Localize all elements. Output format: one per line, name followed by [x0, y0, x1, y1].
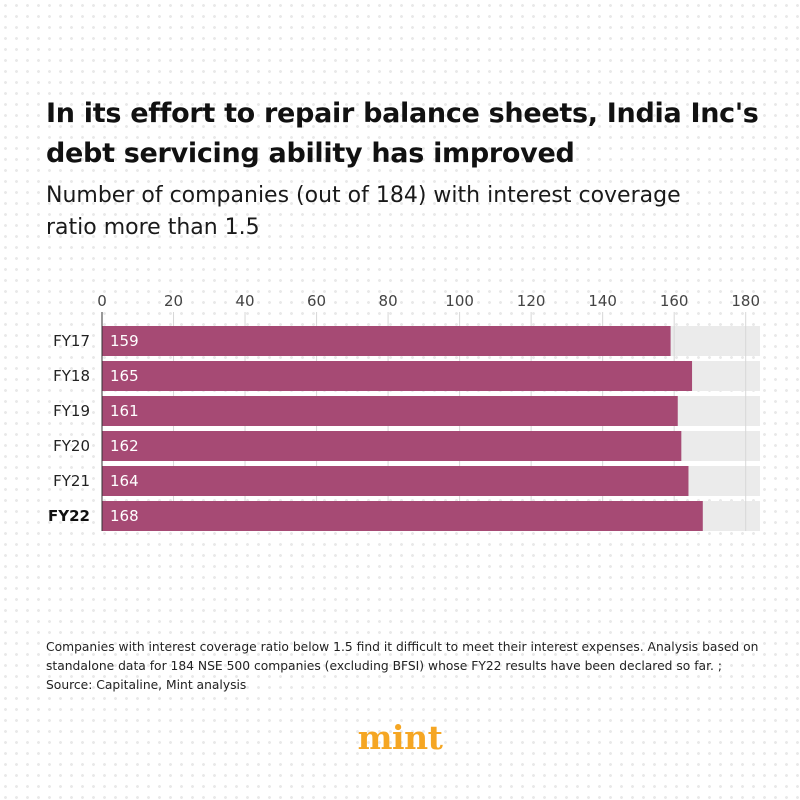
x-tick-label: 180: [731, 292, 760, 310]
category-label: FY19: [53, 402, 90, 420]
x-tick-label: 120: [517, 292, 546, 310]
x-tick-label: 0: [97, 292, 107, 310]
chart-subtitle: Number of companies (out of 184) with in…: [46, 183, 681, 240]
category-label: FY22: [48, 507, 90, 525]
mint-logo: mint: [357, 718, 443, 757]
category-label: FY20: [53, 437, 90, 455]
data-label: 165: [110, 367, 139, 385]
bar: [102, 326, 671, 356]
bar-chart: 0 20 40 60 80 100 120 140 160 180 FY17 159 FY18 165 FY…: [48, 292, 760, 531]
x-tick-label: 140: [588, 292, 617, 310]
bar: [102, 396, 678, 426]
chart-title: In its effort to repair balance sheets, …: [46, 98, 759, 169]
x-tick-label: 40: [235, 292, 254, 310]
source-note: Companies with interest coverage ratio b…: [46, 640, 759, 692]
bar: [102, 431, 682, 461]
x-tick-label: 160: [660, 292, 689, 310]
bar: [102, 361, 693, 391]
category-label: FY17: [53, 332, 90, 350]
category-label: FY21: [53, 472, 90, 490]
data-label: 168: [110, 507, 139, 525]
x-tick-label: 100: [445, 292, 474, 310]
x-tick-label: 80: [379, 292, 398, 310]
data-label: 159: [110, 332, 139, 350]
data-label: 164: [110, 472, 139, 490]
data-label: 162: [110, 437, 139, 455]
x-tick-label: 60: [307, 292, 326, 310]
bar: [102, 501, 703, 531]
x-tick-label: 20: [164, 292, 183, 310]
category-label: FY18: [53, 367, 90, 385]
bar: [102, 466, 689, 496]
data-label: 161: [110, 402, 139, 420]
